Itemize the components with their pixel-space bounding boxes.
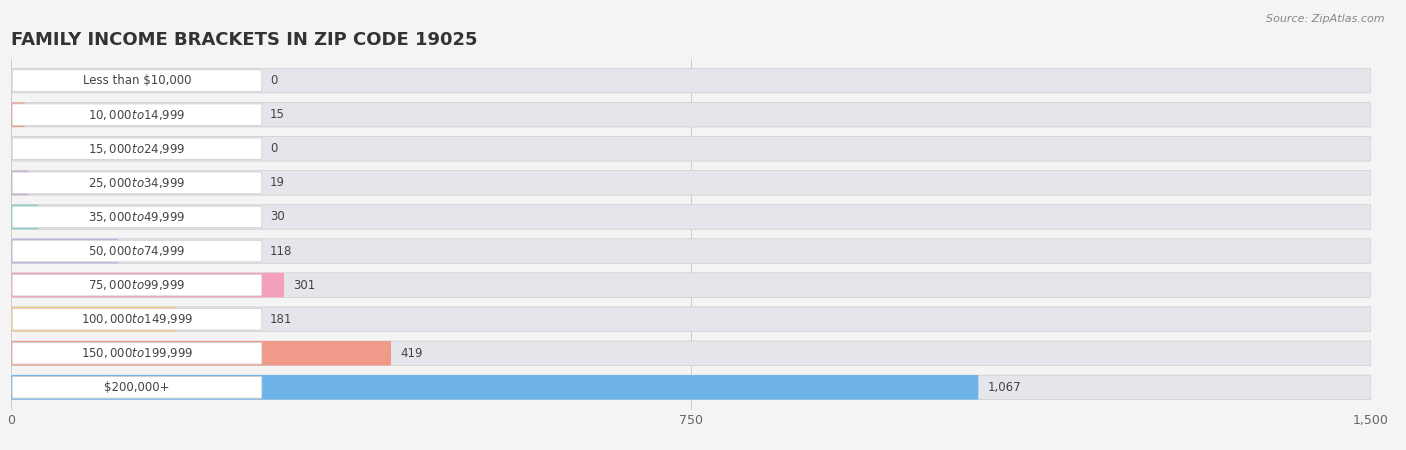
Text: Source: ZipAtlas.com: Source: ZipAtlas.com xyxy=(1267,14,1385,23)
Text: $100,000 to $149,999: $100,000 to $149,999 xyxy=(80,312,193,326)
FancyBboxPatch shape xyxy=(11,273,1371,297)
FancyBboxPatch shape xyxy=(13,138,262,160)
Text: 15: 15 xyxy=(270,108,285,121)
FancyBboxPatch shape xyxy=(11,375,979,400)
Text: $50,000 to $74,999: $50,000 to $74,999 xyxy=(89,244,186,258)
FancyBboxPatch shape xyxy=(13,206,262,228)
FancyBboxPatch shape xyxy=(13,342,262,364)
Text: 118: 118 xyxy=(270,244,292,257)
FancyBboxPatch shape xyxy=(13,240,262,262)
Text: 0: 0 xyxy=(270,142,277,155)
FancyBboxPatch shape xyxy=(13,274,262,296)
Text: 301: 301 xyxy=(292,279,315,292)
FancyBboxPatch shape xyxy=(11,341,1371,365)
Text: FAMILY INCOME BRACKETS IN ZIP CODE 19025: FAMILY INCOME BRACKETS IN ZIP CODE 19025 xyxy=(11,31,478,49)
Text: Less than $10,000: Less than $10,000 xyxy=(83,74,191,87)
FancyBboxPatch shape xyxy=(13,308,262,330)
Text: 19: 19 xyxy=(270,176,285,189)
FancyBboxPatch shape xyxy=(11,273,284,297)
FancyBboxPatch shape xyxy=(13,104,262,126)
Text: 181: 181 xyxy=(270,313,292,326)
FancyBboxPatch shape xyxy=(11,307,176,332)
Text: 30: 30 xyxy=(270,211,285,224)
FancyBboxPatch shape xyxy=(11,136,1371,161)
FancyBboxPatch shape xyxy=(11,239,118,263)
FancyBboxPatch shape xyxy=(11,103,1371,127)
Text: $150,000 to $199,999: $150,000 to $199,999 xyxy=(80,346,193,360)
Text: $15,000 to $24,999: $15,000 to $24,999 xyxy=(89,142,186,156)
FancyBboxPatch shape xyxy=(11,375,1371,400)
FancyBboxPatch shape xyxy=(13,377,262,398)
Text: $25,000 to $34,999: $25,000 to $34,999 xyxy=(89,176,186,190)
Text: 0: 0 xyxy=(270,74,277,87)
FancyBboxPatch shape xyxy=(11,171,28,195)
Text: $35,000 to $49,999: $35,000 to $49,999 xyxy=(89,210,186,224)
FancyBboxPatch shape xyxy=(11,205,1371,229)
FancyBboxPatch shape xyxy=(11,171,1371,195)
FancyBboxPatch shape xyxy=(11,103,25,127)
FancyBboxPatch shape xyxy=(11,68,1371,93)
FancyBboxPatch shape xyxy=(11,307,1371,332)
Text: 419: 419 xyxy=(401,347,423,360)
FancyBboxPatch shape xyxy=(11,205,38,229)
FancyBboxPatch shape xyxy=(13,70,262,91)
FancyBboxPatch shape xyxy=(13,172,262,194)
FancyBboxPatch shape xyxy=(11,239,1371,263)
FancyBboxPatch shape xyxy=(11,341,391,365)
Text: $10,000 to $14,999: $10,000 to $14,999 xyxy=(89,108,186,122)
Text: $75,000 to $99,999: $75,000 to $99,999 xyxy=(89,278,186,292)
Text: 1,067: 1,067 xyxy=(987,381,1021,394)
Text: $200,000+: $200,000+ xyxy=(104,381,170,394)
